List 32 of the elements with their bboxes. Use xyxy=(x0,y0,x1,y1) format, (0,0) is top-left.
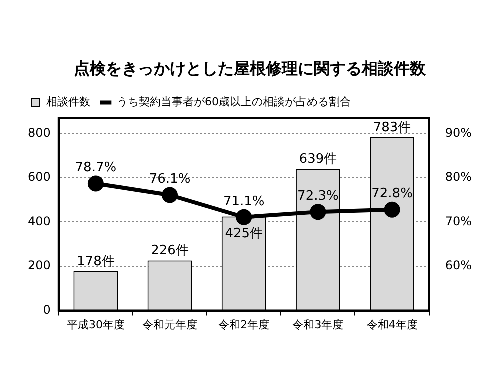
point xyxy=(162,187,178,204)
data-label: 72.3% xyxy=(298,188,339,204)
x-tick-label: 令和3年度 xyxy=(292,318,344,332)
data-label: 425件 xyxy=(225,226,264,242)
data-label: 76.1% xyxy=(149,172,191,188)
data-label: 71.1% xyxy=(223,194,265,210)
data-label: 178件 xyxy=(77,254,115,270)
y2-tick-label: 90% xyxy=(445,126,472,140)
y-tick-label: 800 xyxy=(28,126,51,140)
chart-title: 点検をきっかけとした屋根修理に関する相談件数 xyxy=(74,58,427,78)
legend-label: うち契約当事者が60歳以上の相談が占める割合 xyxy=(117,96,351,109)
data-label: 72.8% xyxy=(372,186,413,202)
data-label: 78.7% xyxy=(75,160,117,176)
y-tick-label: 0 xyxy=(43,302,51,317)
y2-tick-label: 70% xyxy=(445,214,472,228)
x-tick-label: 令和2年度 xyxy=(218,318,270,332)
data-label: 639件 xyxy=(299,152,338,168)
y-tick-label: 400 xyxy=(28,214,51,228)
data-label: 226件 xyxy=(151,244,189,259)
data-label: 783件 xyxy=(373,120,412,136)
point xyxy=(384,202,400,218)
y2-tick-label: 80% xyxy=(445,170,472,184)
y2-tick-label: 60% xyxy=(445,258,472,273)
x-tick-label: 令和元年度 xyxy=(142,318,198,332)
x-tick-label: 平成30年度 xyxy=(66,318,125,332)
point xyxy=(88,176,104,192)
legend-label: 相談件数 xyxy=(46,96,90,109)
x-tick-label: 令和4年度 xyxy=(366,318,418,332)
point xyxy=(236,209,252,226)
y-tick-label: 600 xyxy=(28,170,51,184)
point xyxy=(310,204,326,220)
y-tick-label: 200 xyxy=(28,258,51,273)
